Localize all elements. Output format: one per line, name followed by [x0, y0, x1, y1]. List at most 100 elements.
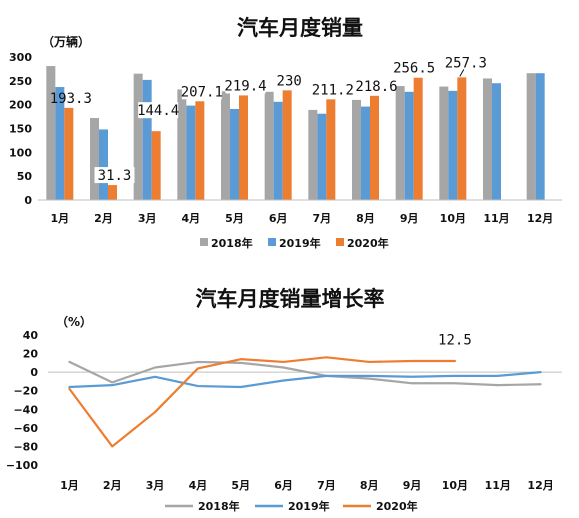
line-y-tick-label: −100: [6, 459, 39, 472]
line-x-tick-label: 6月: [274, 479, 293, 492]
bar-2018年-4月: [177, 89, 187, 200]
line-chart: 汽车月度销量增长率 （%） 40 20 0 −20 −40 −60 −80 −100 1月 2月…: [6, 287, 562, 513]
bar-y-tick-label: 250: [9, 75, 32, 88]
bar-chart: 汽车月度销量 （万辆） 0 50 100 150 200 250 300 1月 2月 3月 4月 5…: [9, 16, 562, 250]
line-y-tick-label: −40: [13, 403, 38, 416]
bar-y-tick-label: 200: [9, 99, 32, 112]
bar-x-tick-label: 11月: [483, 212, 509, 225]
bar-y-tick-label: 100: [9, 146, 32, 159]
bar-y-tick-label: 150: [9, 123, 32, 136]
bar-2018年-8月: [352, 99, 361, 200]
bar-2019年-8月: [361, 106, 370, 200]
line-y-tick-label: −20: [13, 385, 38, 398]
bar-x-tick-label: 6月: [269, 212, 288, 225]
bar-x-tick-label: 1月: [51, 212, 70, 225]
bar-x-tick-label: 7月: [313, 212, 332, 225]
bar-2020年-4月: [195, 101, 205, 200]
bar-data-label: 193.3: [50, 91, 92, 107]
bar-x-tick-label: 12月: [527, 212, 553, 225]
line-series-group: [68, 356, 542, 448]
bar-2019年-5月: [230, 108, 239, 200]
line-data-labels: 12.5: [438, 333, 472, 349]
bar-2020年-3月: [151, 131, 161, 200]
line-y-axis: 40 20 0 −20 −40 −60 −80 −100: [6, 329, 39, 472]
bar-2019年-9月: [404, 91, 414, 200]
line-y-tick-label: −80: [13, 440, 38, 453]
line-series-2019年: [68, 371, 542, 389]
bar-data-label-bg: [225, 77, 266, 94]
bar-data-label: 256.5: [393, 61, 435, 77]
line-legend-label: 2020年: [376, 499, 418, 513]
line-series-2020年: [68, 356, 457, 448]
bar-legend-swatch: [200, 238, 208, 246]
bar-chart-title: 汽车月度销量: [237, 16, 363, 40]
bar-x-tick-label: 9月: [400, 212, 419, 225]
bar-2018年-3月: [133, 73, 143, 200]
bar-legend-swatch: [268, 238, 276, 246]
line-x-tick-label: 1月: [60, 479, 79, 492]
line-x-tick-label: 4月: [189, 479, 208, 492]
bar-2019年-12月: [535, 73, 545, 200]
bar-legend-label: 2020年: [347, 236, 389, 250]
bar-data-label-bg: [138, 102, 179, 119]
bar-x-tick-label: 3月: [138, 212, 157, 225]
bar-data-label: 207.1: [181, 84, 223, 100]
bar-chart-unit-label: （万辆）: [42, 34, 90, 49]
bar-2020年-5月: [239, 95, 248, 200]
bar-y-tick-label: 50: [17, 170, 33, 183]
bar-2020年-2月: [108, 185, 117, 200]
bar-2020年-1月: [64, 107, 74, 200]
bar-chart-legend: 2018年 2019年 2020年: [200, 236, 389, 250]
bar-data-label: 218.6: [355, 79, 397, 95]
bar-2018年-6月: [264, 91, 274, 200]
bar-2018年-9月: [395, 86, 405, 200]
line-x-tick-label: 2月: [103, 479, 122, 492]
bar-2019年-2月: [99, 129, 108, 200]
bar-x-tick-label: 4月: [182, 212, 201, 225]
bar-x-tick-label: 5月: [225, 212, 244, 225]
bar-2018年-5月: [221, 91, 230, 200]
bar-2019年-6月: [273, 101, 283, 200]
bar-y-axis: 0 50 100 150 200 250 300: [9, 51, 32, 207]
line-x-tick-label: 9月: [403, 479, 422, 492]
bar-data-label-bg: [181, 83, 222, 100]
bar-2019年-10月: [448, 90, 458, 200]
bar-2020年-6月: [282, 90, 292, 200]
line-series-2018年: [68, 360, 542, 387]
bar-data-label-leader: [459, 69, 465, 77]
bar-x-tick-label: 10月: [440, 212, 466, 225]
line-x-tick-label: 7月: [317, 479, 336, 492]
line-chart-unit-label: （%）: [56, 314, 92, 329]
bar-2019年-11月: [492, 83, 501, 200]
bar-2019年-3月: [142, 79, 152, 200]
bar-x-axis: 1月 2月 3月 4月 5月 6月 7月 8月 9月 10月 11月 12月: [51, 212, 554, 225]
line-x-tick-label: 10月: [442, 479, 468, 492]
line-x-tick-label: 5月: [231, 479, 250, 492]
line-legend-label: 2018年: [198, 499, 240, 513]
bar-2019年-1月: [55, 87, 65, 200]
line-x-tick-label: 12月: [527, 479, 553, 492]
line-y-tick-label: 20: [23, 348, 39, 361]
bar-data-label: 257.3: [445, 55, 487, 71]
bar-2018年-10月: [439, 86, 449, 200]
bar-data-label: 230: [277, 73, 302, 89]
line-y-tick-label: 40: [23, 329, 39, 342]
bar-2020年-8月: [370, 95, 379, 200]
bar-2020年-9月: [413, 77, 423, 200]
bar-data-label: 219.4: [224, 78, 266, 94]
bar-2018年-12月: [526, 73, 536, 200]
bar-2018年-1月: [46, 66, 56, 200]
bar-2020年-10月: [457, 77, 467, 200]
bar-x-tick-label: 8月: [356, 212, 375, 225]
line-x-axis: 1月 2月 3月 4月 5月 6月 7月 8月 9月 10月 11月 12月: [60, 479, 554, 492]
bar-data-label: 31.3: [98, 168, 132, 184]
bar-series-group: [46, 66, 545, 200]
line-chart-title: 汽车月度销量增长率: [196, 287, 385, 311]
bar-legend-swatch: [336, 238, 344, 246]
line-y-tick-label: 0: [30, 366, 38, 379]
bar-2020年-7月: [326, 99, 336, 200]
bar-2019年-7月: [317, 113, 327, 200]
bar-2019年-4月: [186, 105, 196, 200]
bar-2018年-2月: [90, 118, 99, 200]
